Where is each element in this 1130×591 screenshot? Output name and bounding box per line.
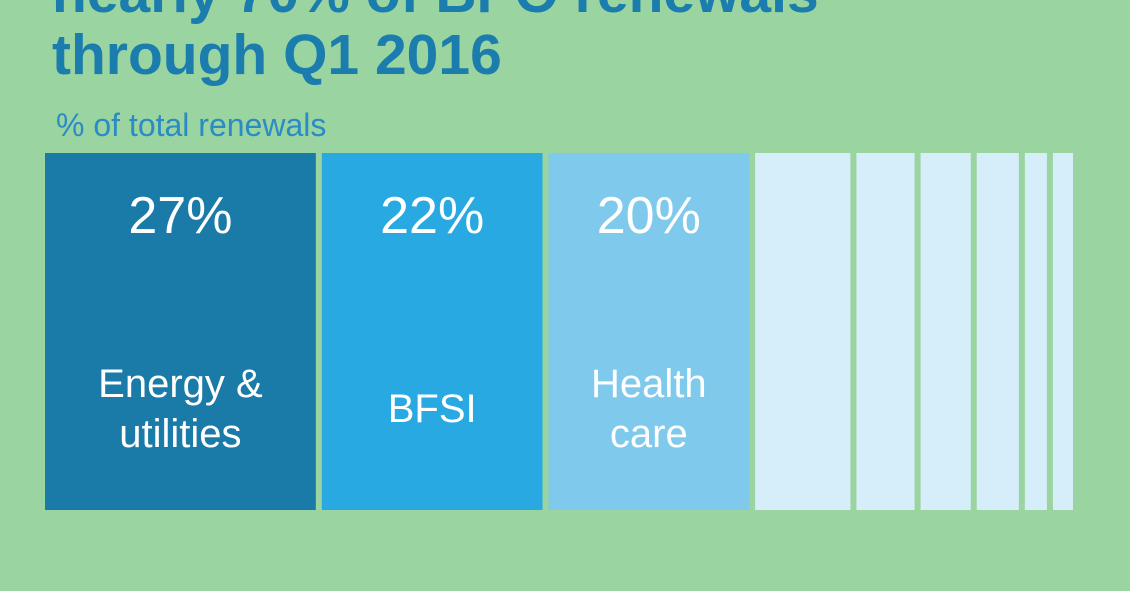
chart-title-line-1: nearly 70% of BPO renewals (52, 0, 819, 25)
chart-title: nearly 70% of BPO renewals through Q1 20… (52, 0, 819, 86)
bar-segment-1 (45, 153, 316, 510)
bar-segment-4 (755, 153, 851, 510)
segment-category-label-2-line-1: BFSI (388, 387, 477, 431)
chart-subtitle: % of total renewals (56, 107, 327, 143)
segment-category-label-3-line-1: Health (591, 362, 707, 406)
bar-segment-9 (1052, 153, 1073, 510)
segment-value-label-1: 27% (128, 187, 232, 245)
segment-value-label-3: 20% (597, 187, 701, 245)
bar-segment-3 (548, 153, 750, 510)
segment-category-label-3-line-2: care (610, 412, 688, 456)
segment-category-label-1-line-2: utilities (119, 412, 241, 456)
segment-value-label-2: 22% (380, 187, 484, 245)
bar-segment-5 (856, 153, 915, 510)
chart-title-line-2: through Q1 2016 (52, 23, 502, 87)
bar-segment-6 (920, 153, 971, 510)
bar-segment-2 (321, 153, 543, 510)
segment-category-label-1-line-1: Energy & (98, 362, 263, 406)
bar-segment-7 (976, 153, 1019, 510)
bar-segment-8 (1024, 153, 1047, 510)
